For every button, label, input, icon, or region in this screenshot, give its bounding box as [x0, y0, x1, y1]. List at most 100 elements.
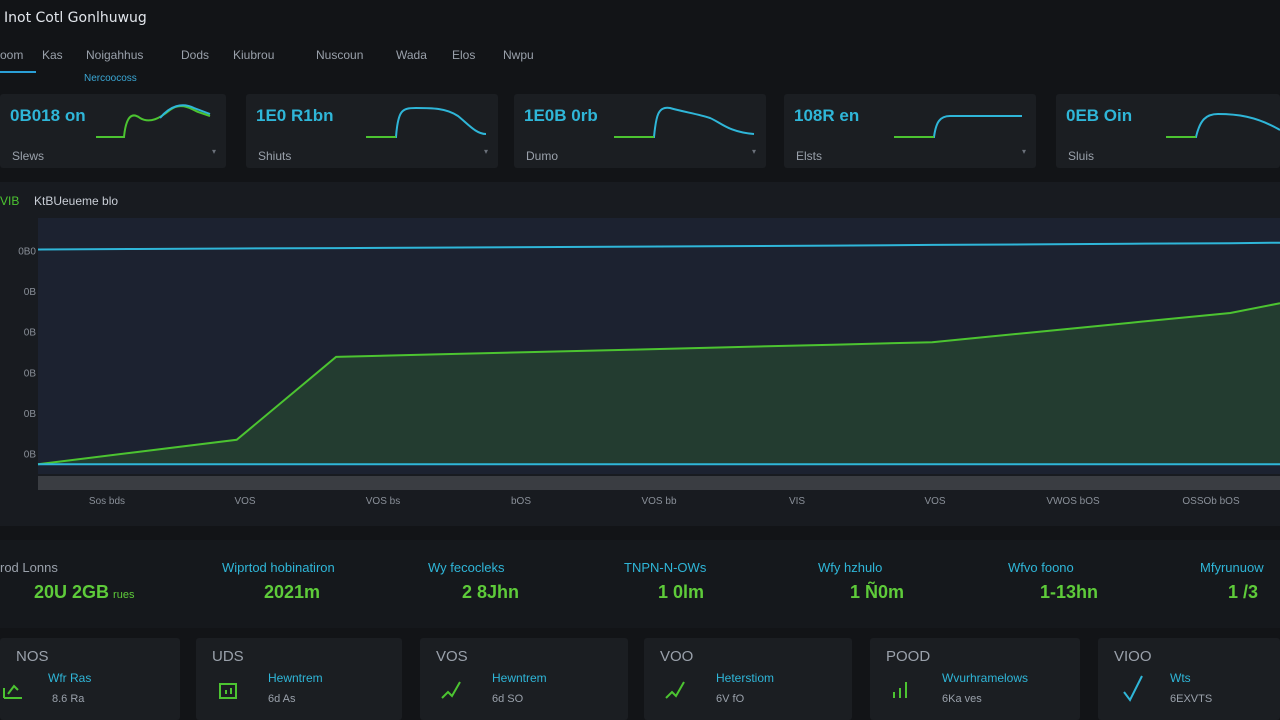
card-sub: 6Ka ves — [942, 693, 982, 705]
card-sub: 6d As — [268, 693, 296, 705]
kpi-menu-icon[interactable]: ▾ — [483, 147, 488, 156]
x-tick-label: bOS — [511, 496, 531, 507]
y-tick-label: 0B0 — [18, 246, 36, 257]
y-tick-label: 0B — [24, 450, 37, 461]
kpi-sparkline — [1166, 112, 1280, 138]
stat-label: Mfyrunuow — [1200, 560, 1264, 575]
card-name: Heterstiom — [716, 671, 775, 685]
nav-item-5[interactable]: Kiubrou — [233, 48, 275, 62]
stat-label: Wfvo foono — [1008, 560, 1074, 575]
stat-value: 1 /3 — [1228, 582, 1259, 602]
bottom-card-1[interactable]: NOS Wfr Ras 8.6 Ra — [0, 638, 180, 720]
trend-icon — [441, 681, 461, 699]
kpi-card-4[interactable]: 108R en Elsts ▾ — [784, 94, 1036, 168]
app-title: Inot Cotl Gonlhuwug — [4, 10, 147, 26]
chart-legend-tag[interactable]: VIB — [0, 194, 20, 208]
bottom-card-2[interactable]: UDS Hewntrem 6d As — [196, 638, 402, 720]
bottom-card-6[interactable]: VIOO Wts 6EXVTS — [1098, 638, 1280, 720]
x-tick-label: VWOS bOS — [1046, 496, 1100, 507]
nav-item-1[interactable]: oom — [0, 48, 24, 62]
kpi-value: 0B018 on — [10, 106, 86, 125]
stat-value: 2021m — [264, 582, 321, 602]
card-sub: 8.6 Ra — [52, 693, 85, 705]
active-tab-indicator — [0, 71, 36, 73]
kpi-sparkline — [96, 104, 211, 138]
bar-chart-icon — [219, 683, 237, 699]
series-line — [37, 302, 1280, 466]
series-area — [38, 303, 1280, 465]
stat-value: 1 0lm — [658, 582, 705, 602]
x-tick-label: VIS — [789, 496, 805, 507]
stats-row: rod Lonns 20U 2GB rues Wiprtod hobinatiro… — [0, 540, 1280, 628]
bottom-card-4[interactable]: VOO Heterstiom 6V fO — [644, 638, 852, 720]
kpi-menu-icon[interactable]: ▾ — [211, 147, 216, 156]
signal-chart-icon — [893, 682, 907, 698]
kpi-value: 0EB Oin — [1066, 106, 1133, 125]
stat-value: 1-13hn — [1040, 582, 1099, 602]
bottom-card-5[interactable]: POOD Wvurhramelows 6Ka ves — [870, 638, 1080, 720]
stat-number: 20U 2GB — [34, 582, 110, 602]
kpi-sparkline — [366, 106, 487, 138]
stat-value: 2 8Jhn — [462, 582, 520, 602]
main-chart-panel: VIB KtBUeueme blo 0B0 0B 0B 0B 0B 0B Sos bds VO… — [0, 182, 1280, 526]
check-trend-icon — [1123, 675, 1143, 702]
time-scrubber — [38, 476, 1280, 490]
y-tick-label: 0B — [24, 409, 37, 420]
nav-item-3[interactable]: Noigahhus — [86, 48, 144, 62]
signal-chart-icon — [3, 684, 22, 699]
stat-value: 20U 2GB rues — [34, 582, 134, 603]
y-tick-label: 0B — [24, 287, 37, 298]
kpi-sparkline — [614, 106, 755, 138]
nav-item-9[interactable]: Nwpu — [503, 48, 534, 62]
x-tick-label: VOS bs — [366, 496, 400, 507]
x-tick-label: VOS — [234, 496, 255, 507]
card-name: Hewntrem — [268, 671, 323, 685]
card-code: UDS — [212, 648, 244, 665]
kpi-card-1[interactable]: 0B018 on Slews ▾ — [0, 94, 226, 168]
series-line — [37, 241, 1280, 251]
x-tick-label: VOS — [924, 496, 945, 507]
chart-heading: KtBUeueme blo — [34, 194, 119, 208]
card-sub: 6V fO — [716, 693, 745, 705]
kpi-label: Dumo — [526, 149, 559, 163]
card-code: NOS — [16, 648, 49, 665]
card-code: VIOO — [1114, 648, 1152, 665]
kpi-card-2[interactable]: 1E0 R1bn Shiuts ▾ — [246, 94, 498, 168]
nav-item-7[interactable]: Wada — [396, 48, 427, 62]
card-sub: 6EXVTS — [1170, 693, 1213, 705]
card-name: Wvurhramelows — [942, 671, 1029, 685]
card-sub: 6d SO — [492, 693, 524, 705]
kpi-menu-icon[interactable]: ▾ — [751, 147, 756, 156]
card-code: VOO — [660, 648, 694, 665]
top-nav: oom Kas Noigahhus Dods Kiubrou Nuscoun W… — [0, 48, 600, 68]
stat-label: Wfy hzhulo — [818, 560, 883, 575]
x-tick-label: Sos bds — [89, 496, 125, 507]
card-name: Wfr Ras — [48, 671, 92, 685]
nav-item-8[interactable]: Elos — [452, 48, 476, 62]
stat-label: Wy fecocleks — [428, 560, 505, 575]
y-tick-label: 0B — [24, 368, 37, 379]
card-code: VOS — [436, 648, 468, 665]
y-tick-label: 0B — [24, 328, 37, 339]
kpi-label: Shiuts — [258, 149, 292, 163]
kpi-label: Sluis — [1068, 149, 1095, 163]
bottom-card-3[interactable]: VOS Hewntrem 6d SO — [420, 638, 628, 720]
plot-area — [38, 218, 1280, 474]
kpi-value: 1E0B 0rb — [524, 106, 598, 125]
kpi-menu-icon[interactable]: ▾ — [1021, 147, 1026, 156]
kpi-sparkline — [894, 115, 1022, 138]
kpi-label: Slews — [12, 149, 45, 163]
stat-label: rod Lonns — [0, 560, 58, 575]
kpi-card-3[interactable]: 1E0B 0rb Dumo ▾ — [514, 94, 766, 168]
nav-item-2[interactable]: Kas — [42, 48, 63, 62]
main-chart[interactable]: 0B0 0B 0B 0B 0B 0B Sos bds VOS VOS bs bOS VOS bb VI… — [0, 182, 1280, 526]
nav-item-4[interactable]: Dods — [181, 48, 210, 62]
stat-value: 1 Ñ0m — [850, 582, 905, 602]
kpi-value: 1E0 R1bn — [256, 106, 334, 125]
nav-item-6[interactable]: Nuscoun — [316, 48, 364, 62]
nav-sub-label[interactable]: Nercoocoss — [84, 73, 137, 84]
x-tick-label: OSSOb bOS — [1182, 496, 1240, 507]
x-tick-label: VOS bb — [641, 496, 676, 507]
kpi-value: 108R en — [794, 106, 860, 125]
kpi-card-5[interactable]: 0EB Oin Sluis — [1056, 94, 1280, 168]
